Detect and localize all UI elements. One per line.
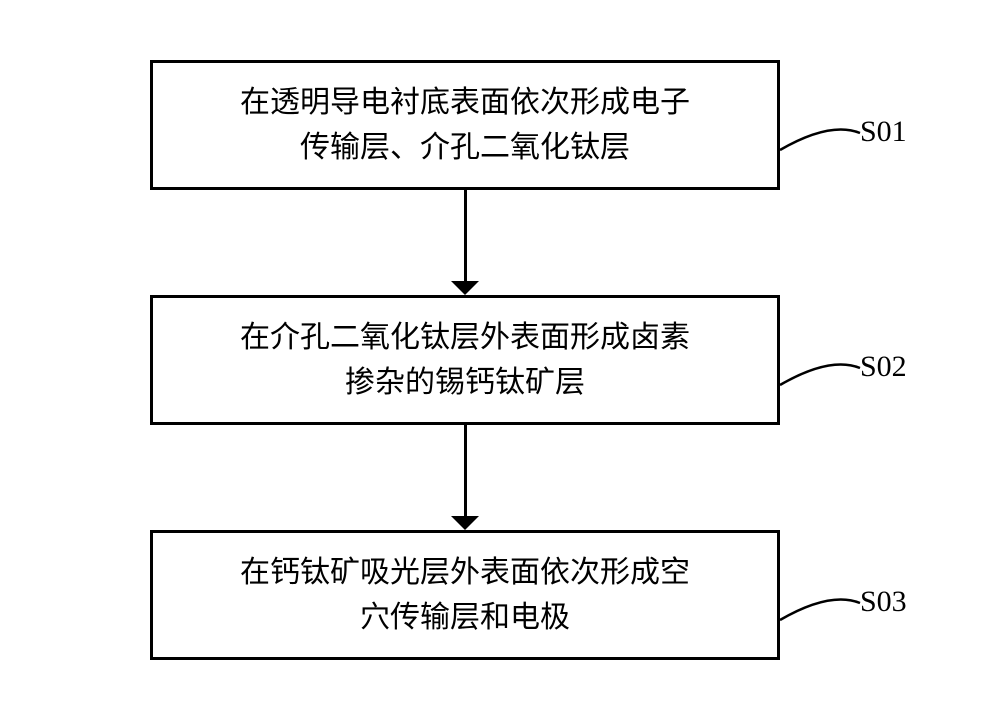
node-text-line1: 在钙钛矿吸光层外表面依次形成空 [240, 550, 690, 595]
step-label-S02: S02 [860, 350, 907, 384]
arrow-head-icon [451, 516, 479, 530]
flow-node-n1: 在透明导电衬底表面依次形成电子传输层、介孔二氧化钛层 [150, 60, 780, 190]
leader-line [775, 108, 865, 175]
flow-node-n2: 在介孔二氧化钛层外表面形成卤素掺杂的锡钙钛矿层 [150, 295, 780, 425]
arrow-line [464, 425, 467, 516]
flow-node-n3: 在钙钛矿吸光层外表面依次形成空穴传输层和电极 [150, 530, 780, 660]
arrow-line [464, 190, 467, 281]
arrow-head-icon [451, 281, 479, 295]
step-label-S01: S01 [860, 115, 907, 149]
node-text: 在透明导电衬底表面依次形成电子传输层、介孔二氧化钛层 [240, 80, 690, 170]
leader-line [775, 578, 865, 645]
node-text-line2: 传输层、介孔二氧化钛层 [240, 125, 690, 170]
node-text-line2: 穴传输层和电极 [240, 595, 690, 640]
step-label-S03: S03 [860, 585, 907, 619]
node-text: 在介孔二氧化钛层外表面形成卤素掺杂的锡钙钛矿层 [240, 315, 690, 405]
node-text-line2: 掺杂的锡钙钛矿层 [240, 360, 690, 405]
node-text-line1: 在介孔二氧化钛层外表面形成卤素 [240, 315, 690, 360]
leader-line [775, 343, 865, 410]
node-text: 在钙钛矿吸光层外表面依次形成空穴传输层和电极 [240, 550, 690, 640]
node-text-line1: 在透明导电衬底表面依次形成电子 [240, 80, 690, 125]
